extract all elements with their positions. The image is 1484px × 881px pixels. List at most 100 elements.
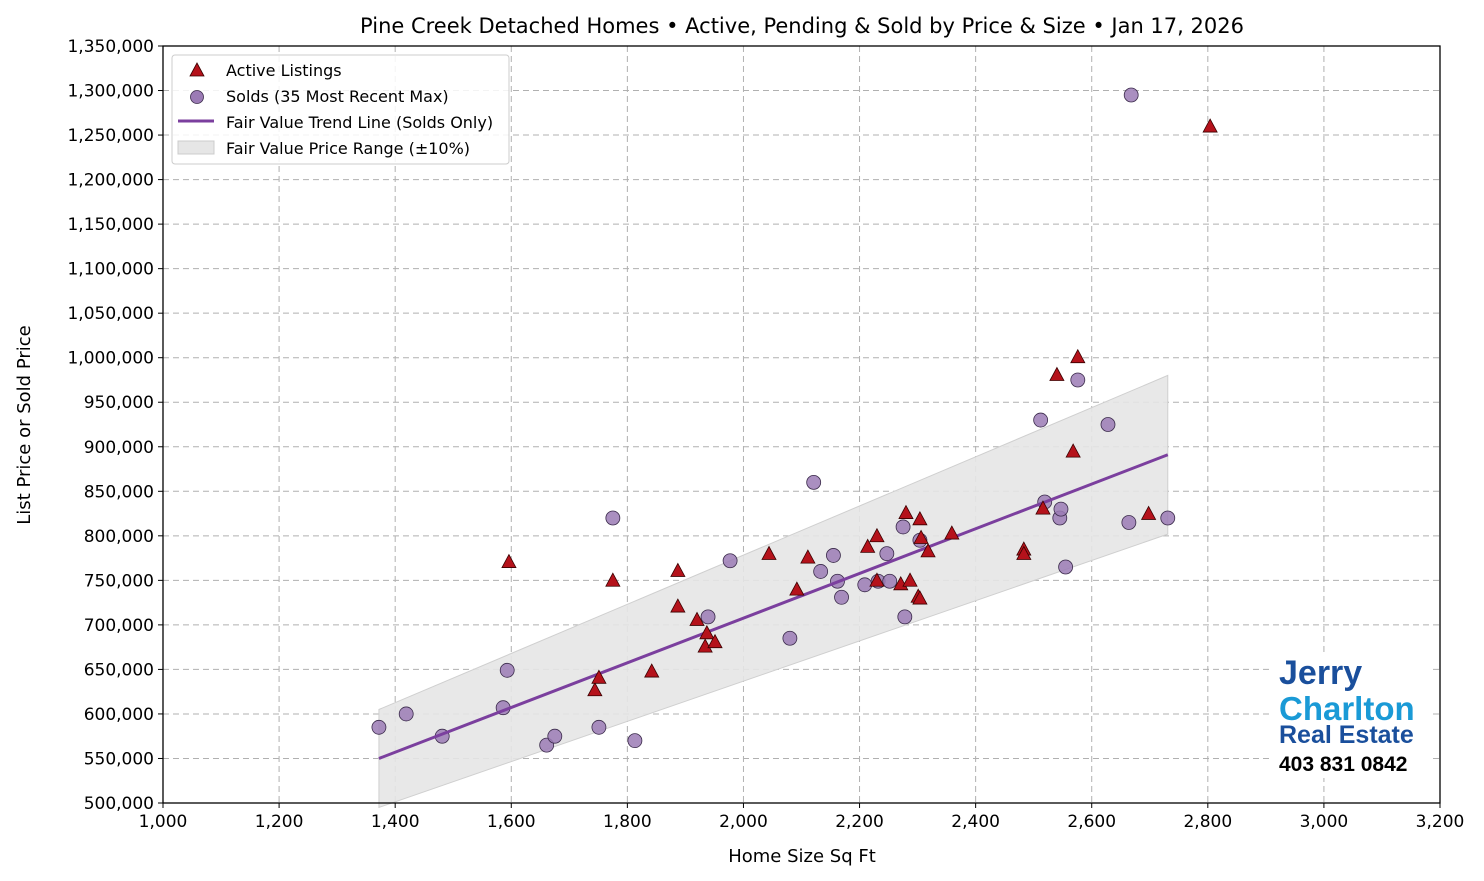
logo-line1: Jerry	[1279, 654, 1363, 692]
plot-frame	[162, 45, 1441, 804]
sold-point	[499, 662, 515, 678]
active-point	[587, 681, 603, 697]
data-points	[371, 87, 1218, 760]
trend-line	[378, 453, 1169, 760]
active-point	[707, 633, 723, 649]
active-point	[1140, 505, 1157, 520]
legend-active: Active Listings	[226, 61, 342, 80]
active-point	[670, 598, 686, 613]
x-tick-label: 1,800	[603, 812, 652, 832]
sold-point	[1033, 412, 1049, 428]
sold-point	[627, 733, 643, 749]
legend: Active Listings Solds (35 Most Recent Ma…	[171, 54, 510, 165]
sold-point	[782, 630, 798, 646]
sold-point	[398, 706, 414, 722]
y-tick-label: 1,050,000	[67, 304, 154, 324]
y-tick-label: 500,000	[84, 794, 154, 814]
y-axis-label: List Price or Sold Price	[14, 325, 35, 524]
sold-point	[813, 564, 829, 579]
logo-line3: Real Estate	[1279, 721, 1414, 749]
sold-point	[1053, 501, 1069, 517]
active-point	[912, 590, 928, 605]
y-tick-label: 850,000	[84, 482, 154, 502]
active-point	[1070, 348, 1086, 364]
sold-point	[857, 577, 873, 593]
legend-band: Fair Value Price Range (±10%)	[226, 139, 470, 158]
legend-solds: Solds (35 Most Recent Max)	[226, 87, 449, 106]
logo-phone: 403 831 0842	[1279, 753, 1408, 776]
active-point	[913, 529, 929, 544]
sold-point	[826, 548, 841, 563]
active-point	[789, 581, 805, 596]
active-point	[761, 545, 777, 560]
x-tick-label: 2,200	[835, 812, 884, 832]
x-tick-label: 3,000	[1300, 812, 1349, 832]
legend-triangle-icon	[189, 62, 205, 77]
x-tick-label: 3,200	[1416, 812, 1465, 832]
sold-point	[879, 546, 895, 562]
brand-logo: Jerry Charlton Real Estate 403 831 0842	[1272, 652, 1430, 778]
sold-point	[547, 728, 563, 744]
active-point	[670, 562, 686, 577]
y-tick-label: 650,000	[84, 660, 154, 680]
x-tick-label: 1,600	[487, 812, 536, 832]
active-point	[1065, 443, 1081, 458]
x-tick-label: 1,000	[139, 812, 188, 832]
active-point	[800, 549, 816, 564]
sold-point	[722, 553, 738, 569]
active-point	[697, 638, 713, 653]
sold-point	[591, 719, 607, 735]
active-point	[699, 624, 715, 640]
y-tick-label: 1,000,000	[67, 349, 154, 369]
legend-circle-icon	[190, 90, 204, 104]
y-tick-label: 1,250,000	[67, 126, 154, 146]
sold-point	[882, 573, 898, 589]
logo-line2: Charlton	[1279, 690, 1415, 727]
sold-point	[371, 719, 387, 735]
sold-point	[1058, 559, 1074, 575]
y-tick-label: 750,000	[84, 571, 154, 591]
active-point	[869, 572, 885, 587]
sold-point	[834, 589, 849, 605]
active-point	[591, 669, 607, 684]
active-point	[920, 543, 936, 558]
sold-point	[1070, 372, 1086, 388]
fair-value-range-band	[378, 374, 1169, 809]
active-point	[902, 572, 918, 587]
active-point	[689, 611, 705, 626]
active-point	[605, 572, 621, 587]
x-tick-label: 2,600	[1067, 812, 1116, 832]
active-point	[1202, 118, 1218, 133]
y-tick-label: 900,000	[84, 438, 154, 458]
active-point	[1016, 545, 1032, 560]
y-tick-label: 600,000	[84, 705, 154, 725]
y-tick-label: 1,150,000	[67, 215, 154, 235]
active-point	[501, 553, 517, 568]
active-point	[944, 525, 960, 540]
y-tick-label: 800,000	[84, 527, 154, 547]
x-tick-label: 2,400	[951, 812, 1000, 832]
sold-point	[700, 609, 716, 625]
sold-point	[1123, 87, 1139, 103]
sold-point	[895, 519, 911, 535]
legend-trend: Fair Value Trend Line (Solds Only)	[226, 113, 493, 132]
sold-point	[605, 510, 621, 526]
x-axis-label: Home Size Sq Ft	[728, 846, 876, 867]
fair-value-band	[378, 374, 1169, 809]
sold-point	[1160, 510, 1176, 526]
active-point	[860, 538, 876, 553]
x-tick-label: 1,400	[371, 812, 420, 832]
sold-point	[1100, 417, 1116, 432]
y-tick-label: 1,300,000	[67, 82, 154, 102]
active-point	[1035, 500, 1051, 515]
chart-title: Pine Creek Detached Homes • Active, Pend…	[360, 14, 1244, 38]
sold-point	[1121, 515, 1137, 530]
x-tick-label: 2,000	[719, 812, 768, 832]
sold-point	[897, 609, 913, 625]
y-tick-label: 700,000	[84, 616, 154, 636]
active-point	[644, 663, 660, 678]
active-point	[912, 510, 928, 526]
x-tick-label: 2,800	[1183, 812, 1232, 832]
y-tick-label: 1,200,000	[67, 171, 154, 191]
